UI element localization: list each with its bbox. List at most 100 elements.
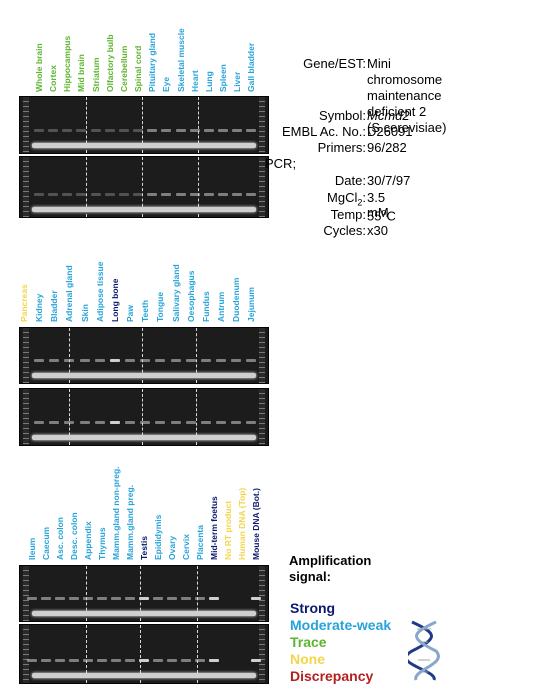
product-band — [125, 359, 136, 362]
gel-divider — [86, 566, 87, 621]
gel-divider — [142, 97, 143, 153]
gene-line-3: (S.cerevisiae) — [367, 120, 447, 135]
gel-divider — [196, 328, 197, 383]
product-band — [69, 659, 79, 662]
product-band — [34, 193, 44, 196]
lane-label: Mamm.gland non-preg. — [111, 466, 121, 561]
cycles-key: Cycles: — [323, 223, 366, 238]
primer-dimer-row — [32, 207, 256, 212]
gel-panel-2-bottom — [19, 388, 269, 446]
gel-ladder — [23, 625, 29, 683]
product-band — [90, 193, 101, 196]
lane-label: Mamm.gland preg. — [125, 484, 135, 560]
gel-ladder — [23, 566, 29, 621]
product-band — [111, 597, 121, 600]
dna-double-helix-icon — [408, 620, 440, 681]
product-band — [232, 193, 243, 196]
gel-panel-1-bottom — [19, 156, 269, 218]
product-band — [215, 359, 226, 362]
lane-label: Eye — [161, 76, 172, 92]
lane-label: Hippocampus — [62, 35, 73, 92]
gel-divider — [86, 625, 87, 683]
lane-label: Pancreas — [19, 284, 29, 322]
gene-line-1: Mini chromosome — [367, 56, 443, 87]
lane-label: Adrenal gland — [64, 265, 75, 322]
mgcl-value: 3.5 mM — [367, 190, 389, 220]
lane-label: Human DNA (Top) — [237, 487, 247, 560]
product-band — [200, 359, 211, 362]
gel-panel-3-bottom — [19, 624, 269, 684]
primers-key: Primers: — [317, 140, 366, 155]
product-band — [139, 597, 149, 600]
gel-divider — [197, 625, 198, 683]
symbol-key: Symbol: — [319, 108, 366, 123]
legend-item: None — [290, 651, 325, 667]
primers-value: 96/282 — [367, 140, 407, 155]
lane-label: Ileum — [27, 537, 37, 560]
primer-dimer-row — [32, 373, 256, 378]
product-band — [111, 659, 121, 662]
gel-ladder — [23, 389, 29, 445]
product-band — [79, 421, 90, 424]
lane-label: Mid-term foetus — [209, 496, 219, 560]
product-band — [34, 359, 45, 362]
gel-ladder — [259, 625, 265, 683]
product-band — [246, 129, 257, 132]
lane-label: Cortex — [48, 65, 59, 92]
product-band — [185, 421, 196, 424]
product-band — [34, 129, 44, 132]
lane-label: Salivary gland — [170, 264, 181, 322]
product-band — [109, 359, 120, 362]
gene-value: Mini chromosome maintenance deficient 2 … — [367, 56, 446, 136]
product-band — [147, 129, 158, 132]
product-band — [140, 359, 151, 362]
lane-label: Kidney — [34, 293, 45, 322]
product-band — [153, 659, 163, 662]
lane-label: Liver — [232, 71, 243, 92]
lane-label: Testis — [139, 536, 149, 560]
product-band — [41, 597, 51, 600]
product-band — [109, 421, 120, 424]
cycles-value: x30 — [367, 223, 388, 238]
legend-item: Trace — [290, 634, 327, 650]
lane-label: Gall bladder — [246, 42, 257, 92]
gel-ladder — [259, 328, 265, 383]
product-band — [231, 359, 242, 362]
product-band — [200, 421, 211, 424]
gel-ladder — [23, 157, 29, 217]
product-band — [125, 659, 135, 662]
date-value: 30/7/97 — [367, 173, 411, 188]
product-band — [251, 659, 261, 662]
product-band — [83, 659, 93, 662]
product-band — [27, 597, 37, 600]
lane-label: Asc. colon — [55, 517, 65, 560]
product-band — [246, 359, 257, 362]
product-band — [104, 193, 115, 196]
gene-key: Gene/EST: — [303, 56, 366, 71]
lane-label: Desc. colon — [69, 512, 79, 560]
product-band — [181, 659, 191, 662]
temp-value: 55oC — [367, 207, 396, 224]
lane-label: Epididymis — [153, 514, 163, 560]
lane-label: Adipose tissue — [94, 261, 105, 322]
product-band — [62, 193, 73, 196]
lane-label: Mouse DNA (Bot.) — [251, 488, 261, 560]
mgcl-key: MgCl2: — [327, 190, 366, 208]
product-band — [167, 659, 177, 662]
gel-divider — [140, 566, 141, 621]
product-band — [139, 659, 149, 662]
product-band — [209, 597, 219, 600]
primer-dimer-row — [32, 435, 256, 440]
gel-divider — [140, 625, 141, 683]
gel-divider — [69, 328, 70, 383]
product-band — [27, 659, 37, 662]
gel-ladder — [23, 328, 29, 383]
product-band — [83, 597, 93, 600]
product-band — [62, 129, 73, 132]
product-band — [41, 659, 51, 662]
product-band — [155, 421, 166, 424]
lane-label: Placenta — [195, 525, 205, 560]
product-band — [133, 129, 144, 132]
product-band — [76, 129, 87, 132]
gel-ladder — [259, 97, 265, 153]
